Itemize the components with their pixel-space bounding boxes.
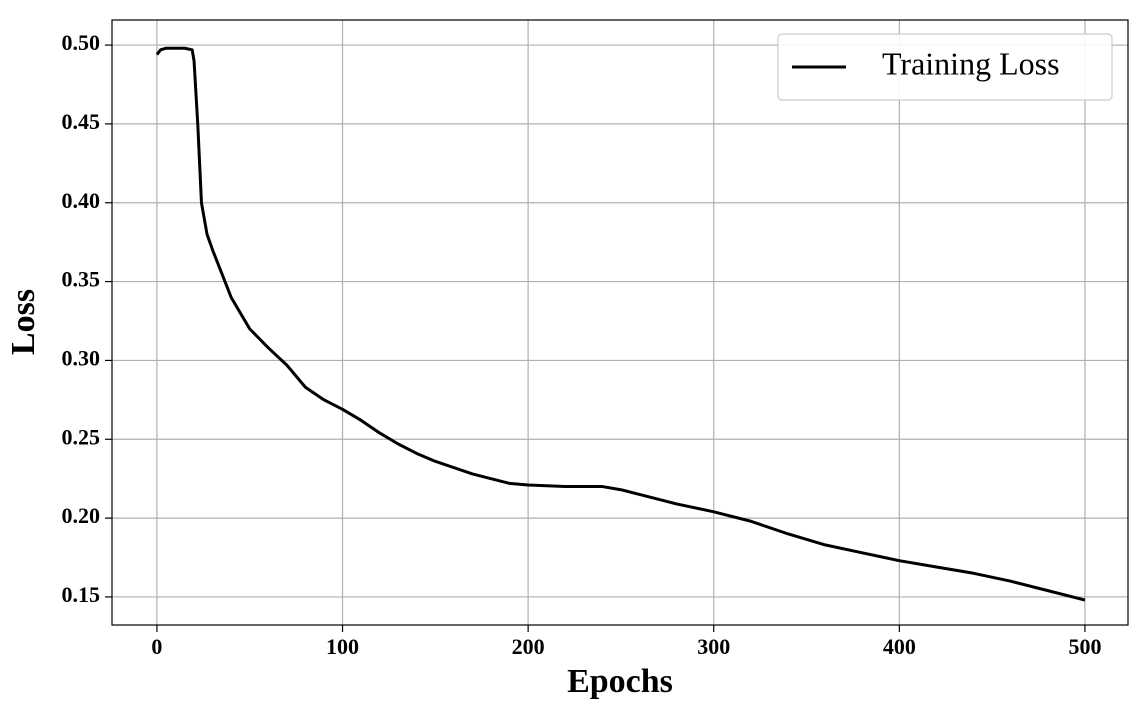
y-axis-label: Loss xyxy=(5,289,42,355)
y-tick-label: 0.40 xyxy=(62,188,101,213)
plot-frame xyxy=(111,19,1129,626)
y-tick-label: 0.25 xyxy=(62,424,101,449)
y-tick-label: 0.15 xyxy=(62,582,101,607)
y-tick-label: 0.30 xyxy=(62,345,101,370)
x-tick-label: 500 xyxy=(1068,634,1101,659)
x-tick-label: 200 xyxy=(512,634,545,659)
y-tick-label: 0.50 xyxy=(62,30,101,55)
x-tick-label: 400 xyxy=(883,634,916,659)
legend-box xyxy=(777,33,1113,101)
legend-label: Training Loss xyxy=(882,45,1060,81)
y-tick-label: 0.45 xyxy=(62,109,101,134)
x-tick-label: 100 xyxy=(326,634,359,659)
y-tick-label: 0.20 xyxy=(62,503,101,528)
data-line xyxy=(155,46,1086,602)
x-axis-label: Epochs xyxy=(567,663,673,700)
x-tick-label: 0 xyxy=(151,634,162,659)
x-tick-label: 300 xyxy=(697,634,730,659)
y-tick-label: 0.35 xyxy=(62,267,101,292)
